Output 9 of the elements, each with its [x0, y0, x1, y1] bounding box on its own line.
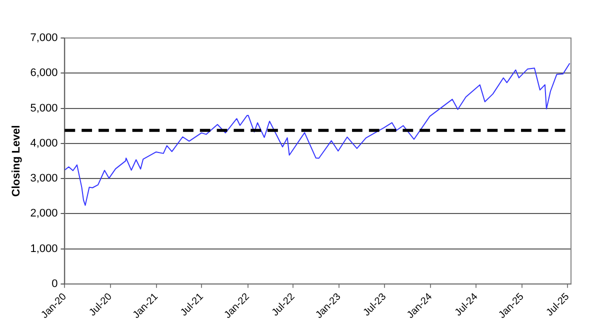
y-tick-label: 0: [52, 278, 58, 290]
y-tick-label: 5,000: [30, 102, 58, 114]
y-tick-label: 6,000: [30, 67, 58, 80]
y-axis-title: Closing Level: [10, 125, 23, 197]
y-tick-label: 1,000: [30, 242, 58, 255]
y-tick-label: 3,000: [30, 172, 58, 185]
y-tick-label: 4,000: [30, 137, 58, 150]
y-tick-label: 2,000: [30, 208, 58, 220]
y-tick-label: 7,000: [30, 32, 58, 44]
